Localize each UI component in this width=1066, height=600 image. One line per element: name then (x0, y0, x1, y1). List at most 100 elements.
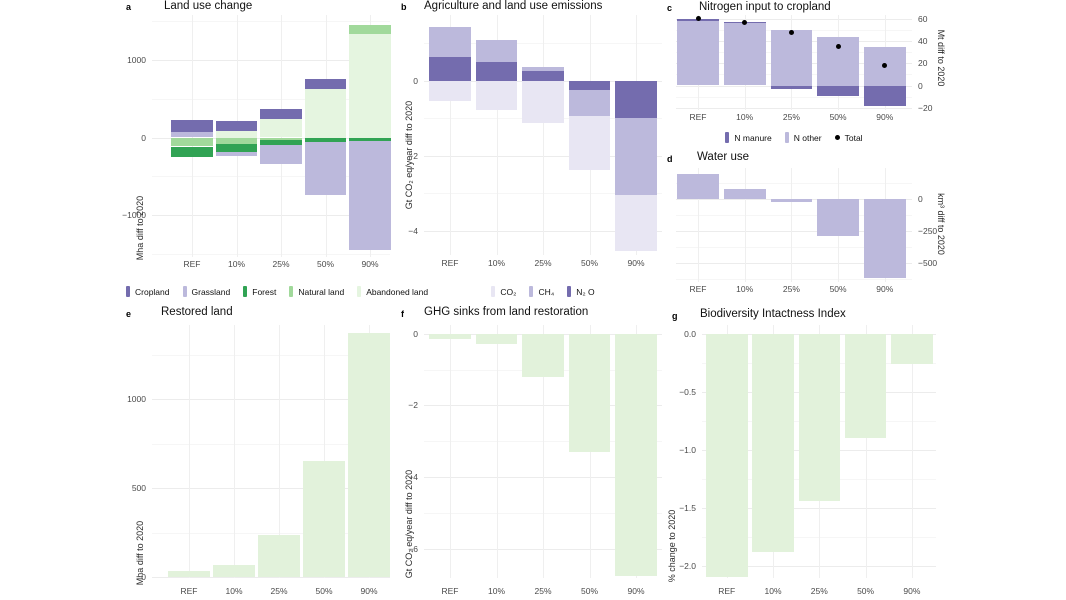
bar-d (677, 174, 719, 199)
gridline-vertical (911, 325, 913, 578)
x-tick-label: 50% (829, 112, 847, 122)
bar-segment-abandoned_land (349, 34, 391, 138)
y-tick-label: 0.0 (684, 329, 696, 340)
gridline-vertical (865, 325, 867, 578)
x-tick-label: 50% (316, 259, 334, 269)
bar-segment-cropland (171, 120, 213, 132)
panel-title-e: Restored land (161, 306, 233, 318)
bar-d (770, 199, 813, 203)
legend-gas-label: CO₂ (500, 286, 517, 297)
gridline-minor (676, 183, 912, 184)
bar-segment-natural_land (215, 137, 258, 145)
gridline-vertical (496, 325, 498, 578)
bar-segment-forest (171, 146, 213, 158)
y-tick-label: −1000 (122, 210, 146, 221)
panel-letter-c: c (667, 3, 673, 13)
bar-f (429, 333, 471, 340)
panel-letter-a: a (126, 2, 132, 12)
x-tick-label: 10% (487, 258, 505, 268)
y-tick-label: −1.5 (679, 503, 696, 514)
bar-f (475, 333, 518, 344)
bar-segment-grassland (304, 142, 347, 195)
gridline-minor (152, 253, 390, 255)
legend-gas: CO₂ CH₄ N₂ O (424, 286, 662, 297)
bar-segment-forest (260, 139, 302, 145)
bar-segment-ch4 (429, 27, 471, 58)
x-tick-label: 25% (810, 586, 828, 596)
x-tick-label: 90% (876, 112, 894, 122)
panel-title-a: Land use change (164, 0, 253, 12)
panel-title-f: GHG sinks from land restoration (424, 306, 589, 318)
panel-title-b: Agriculture and land use emissions (424, 0, 603, 12)
gridline-major (702, 566, 936, 568)
y-tick-label: 60 (918, 13, 928, 24)
legend-nitrogen-item: Total (834, 132, 863, 143)
y-tick-label: 0 (413, 75, 418, 86)
legend-land-use-label: Natural land (298, 286, 345, 297)
gridline-minor (152, 21, 390, 23)
bar-segment-forest (304, 137, 347, 143)
panel-title-g: Biodiversity Intactness Index (700, 308, 846, 320)
bar-segment-co2 (615, 195, 657, 252)
legend-land-use-label: Grassland (191, 286, 231, 297)
x-tick-label: 10% (736, 284, 754, 294)
y-tick-label: −4 (408, 225, 418, 236)
bar-segment-n_other (677, 21, 719, 86)
legend-nitrogen-item: N manure (725, 132, 772, 143)
legend-gas-item: CH₄ (529, 286, 554, 297)
gridline-minor (152, 532, 390, 534)
bar-g (752, 334, 794, 553)
x-tick-label: 50% (829, 284, 847, 294)
legend-swatch (567, 286, 572, 297)
legend-nitrogen-label: N manure (734, 132, 772, 143)
bar-e (258, 535, 300, 577)
x-tick-label: 25% (534, 258, 552, 268)
gridline-major (152, 399, 390, 400)
bar-g (798, 334, 840, 502)
x-tick-label: REF (718, 586, 736, 596)
legend-land-use-item: Grassland (182, 286, 231, 297)
legend-swatch (182, 286, 187, 297)
gridline-minor (676, 96, 912, 98)
bar-segment-grassland (171, 131, 213, 138)
legend-swatch (289, 286, 294, 297)
bar-d (864, 199, 906, 278)
bar-g (891, 334, 933, 365)
bar-segment-abandoned_land (260, 119, 302, 138)
x-tick-label: 25% (782, 112, 800, 122)
legend-swatch (725, 132, 730, 143)
legend-land-use-label: Cropland (135, 286, 170, 297)
bar-segment-abandoned_land (304, 88, 347, 138)
bar-g (706, 334, 748, 577)
bar-e (213, 564, 255, 577)
legend-nitrogen-label: Total (844, 132, 863, 143)
bar-segment-n2o (615, 80, 657, 119)
x-tick-label: 90% (903, 586, 921, 596)
legend-land-use-item: Natural land (289, 286, 344, 297)
gridline-major (702, 508, 936, 510)
bar-segment-natural_land (349, 25, 391, 35)
bar-segment-n2o (475, 62, 518, 81)
legend-gas-item: CO₂ (491, 286, 516, 297)
bar-segment-co2 (475, 80, 518, 110)
x-tick-label: REF (183, 259, 201, 269)
gridline-minor (702, 537, 936, 539)
total-dot (742, 19, 748, 25)
x-tick-label: 10% (736, 112, 754, 122)
x-tick-label: 90% (361, 259, 379, 269)
bar-g (844, 334, 887, 438)
bar-segment-n_other (770, 30, 813, 86)
y-tick-label: 1000 (127, 55, 146, 65)
gridline-vertical (450, 325, 451, 578)
bar-segment-n2o (568, 80, 611, 90)
gridline-minor (152, 176, 390, 178)
x-tick-label: 90% (876, 284, 894, 294)
legend-nitrogen-item: N other (784, 132, 822, 143)
legend-gas-item: N₂ O (567, 286, 595, 297)
x-tick-label: 90% (360, 586, 378, 596)
bar-f (522, 333, 564, 377)
gridline-minor (152, 98, 390, 100)
gridline-major (676, 18, 912, 20)
bar-segment-grassland (260, 144, 302, 164)
